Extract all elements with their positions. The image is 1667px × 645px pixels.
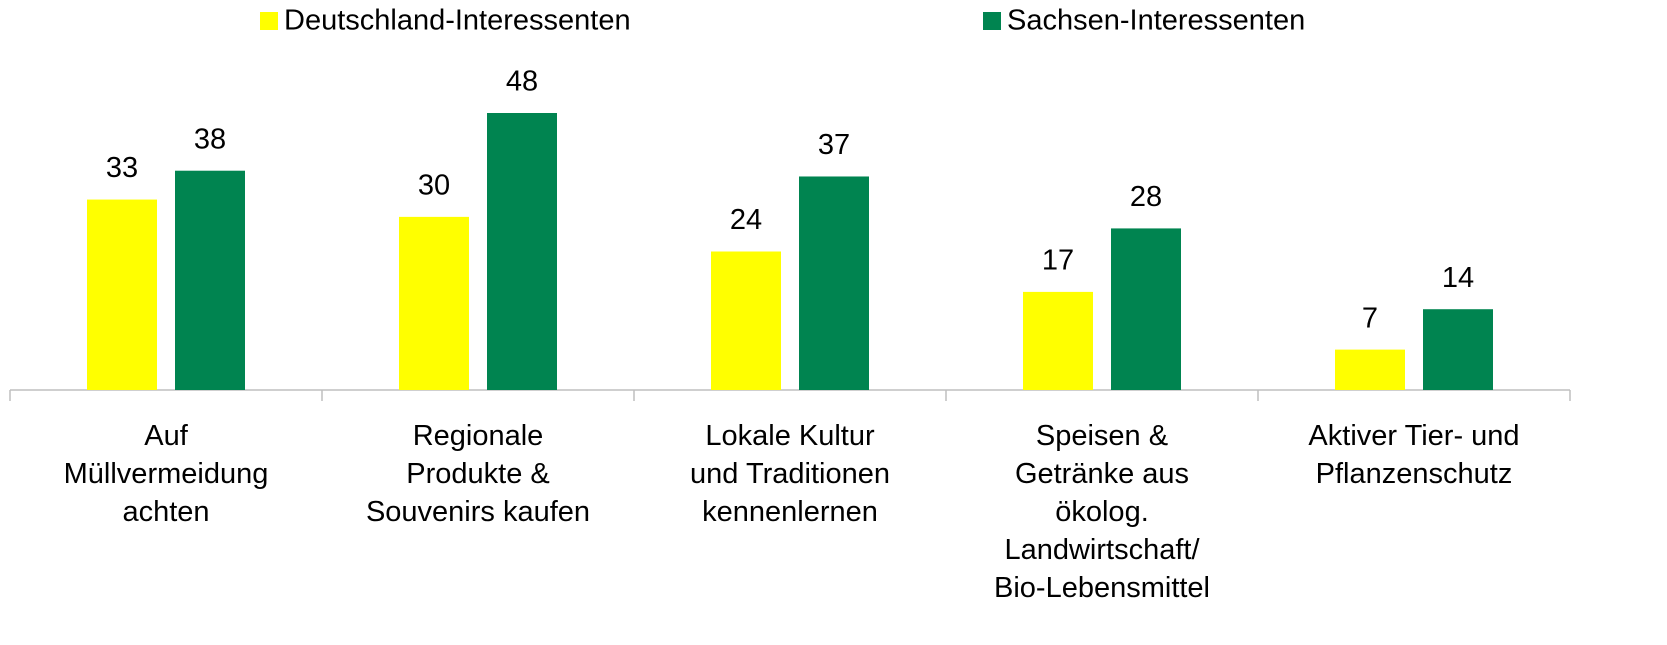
data-label: 28: [1130, 181, 1162, 213]
bar: [1335, 349, 1405, 390]
bar: [799, 176, 869, 390]
legend-swatch: [260, 12, 278, 30]
x-tick-label: Speisen & Getränke aus ökolog. Landwirtscha…: [994, 420, 1210, 604]
data-label: 33: [106, 152, 138, 184]
x-tick-label: Lokale Kultur und Traditionen kennenlernen: [690, 420, 890, 528]
legend-label: Sachsen-Interessenten: [1007, 5, 1305, 37]
x-tick-label: Auf Müllvermeidung achten: [64, 420, 269, 528]
bar: [1423, 309, 1493, 390]
bar: [1111, 228, 1181, 390]
legend-swatch: [983, 12, 1001, 30]
legend-label: Deutschland-Interessenten: [284, 5, 631, 37]
data-label: 17: [1042, 245, 1074, 277]
data-label: 14: [1442, 262, 1474, 294]
x-tick-label: Regionale Produkte & Souvenirs kaufen: [366, 420, 590, 528]
bar: [711, 251, 781, 390]
bar: [1023, 291, 1093, 390]
data-label: 48: [506, 66, 538, 98]
bar: [175, 170, 245, 390]
data-label: 24: [730, 204, 762, 236]
bar: [87, 199, 157, 390]
bar: [487, 113, 557, 390]
data-label: 37: [818, 129, 850, 161]
bar: [399, 216, 469, 390]
data-label: 30: [418, 170, 450, 202]
x-tick-label: Aktiver Tier- und Pflanzenschutz: [1308, 420, 1519, 490]
data-label: 7: [1362, 302, 1378, 334]
data-label: 38: [194, 123, 226, 155]
